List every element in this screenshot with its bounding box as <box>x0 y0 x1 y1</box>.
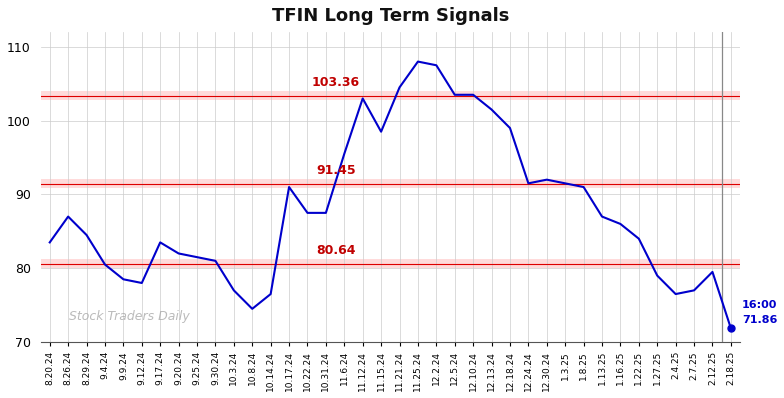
Text: 80.64: 80.64 <box>316 244 356 257</box>
Text: 103.36: 103.36 <box>312 76 360 89</box>
Bar <box>41 92 740 100</box>
Text: Stock Traders Daily: Stock Traders Daily <box>68 310 189 324</box>
Bar <box>41 259 740 268</box>
Text: 71.86: 71.86 <box>742 314 777 325</box>
Bar <box>41 179 740 188</box>
Text: 91.45: 91.45 <box>316 164 356 177</box>
Text: 16:00: 16:00 <box>742 300 777 310</box>
Title: TFIN Long Term Signals: TFIN Long Term Signals <box>271 7 509 25</box>
